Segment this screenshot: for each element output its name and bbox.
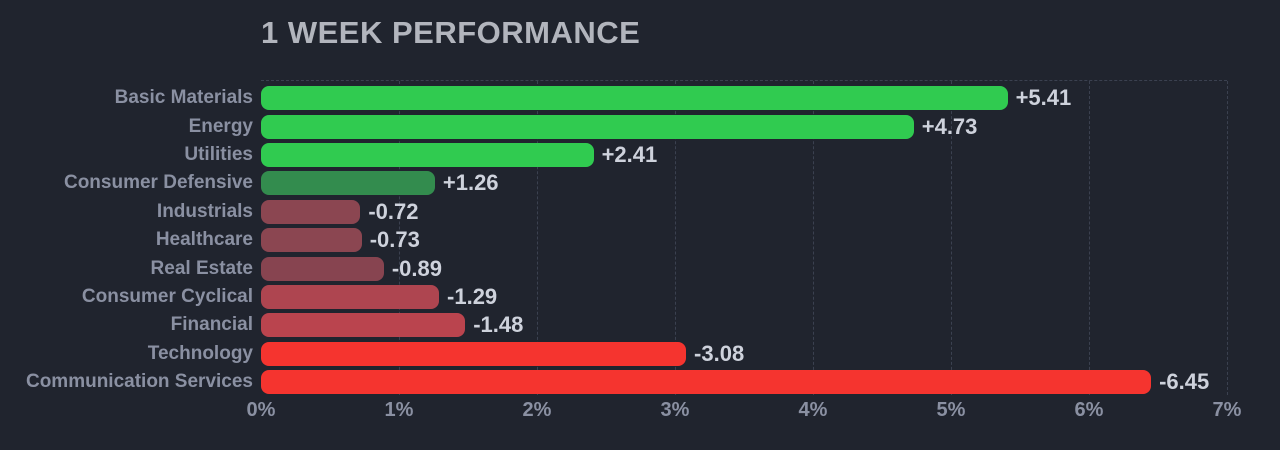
bar[interactable] — [261, 199, 361, 224]
x-tick-label: 3% — [660, 399, 690, 421]
gridline — [399, 81, 400, 395]
bar[interactable] — [261, 86, 1008, 111]
category-label: Energy — [188, 115, 253, 137]
gridline — [537, 81, 538, 395]
x-tick-label: 1% — [384, 399, 414, 421]
bar-track: +2.41 — [261, 141, 1227, 167]
bar-row: Basic Materials +5.41 — [0, 84, 1280, 112]
category-label: Financial — [170, 314, 253, 336]
gridline — [1089, 81, 1090, 395]
bar[interactable] — [261, 228, 362, 253]
gridline — [675, 81, 676, 395]
category-label: Consumer Defensive — [63, 172, 253, 194]
bar-row: Consumer Cyclical -1.29 — [0, 283, 1280, 311]
x-tick-label: 5% — [936, 399, 966, 421]
category-label: Communication Services — [25, 371, 253, 393]
bar-row: Financial -1.48 — [0, 311, 1280, 339]
x-tick-label: 7% — [1212, 399, 1242, 421]
bar-row: Utilities +2.41 — [0, 141, 1280, 169]
value-label: -1.48 — [473, 312, 524, 338]
bar-row: Communication Services -6.45 — [0, 368, 1280, 396]
x-tick-label: 2% — [522, 399, 552, 421]
bar-row: Real Estate -0.89 — [0, 254, 1280, 282]
value-label: -0.72 — [368, 198, 419, 224]
bar[interactable] — [261, 370, 1152, 395]
value-label: +1.26 — [442, 170, 499, 196]
value-label: -6.45 — [1159, 369, 1210, 395]
gridline — [951, 81, 952, 395]
value-label: +4.73 — [921, 113, 978, 139]
bar-row: Energy +4.73 — [0, 112, 1280, 140]
value-label: -3.08 — [694, 340, 745, 366]
bar-row: Technology -3.08 — [0, 340, 1280, 368]
x-tick-label: 0% — [246, 399, 276, 421]
category-label: Healthcare — [155, 229, 253, 251]
bar[interactable] — [261, 256, 384, 281]
category-label: Industrials — [156, 200, 253, 222]
gridline — [813, 81, 814, 395]
bar[interactable] — [261, 341, 687, 366]
category-label: Basic Materials — [114, 87, 253, 109]
bar-track: -0.73 — [261, 227, 1227, 253]
bar-track: -0.89 — [261, 255, 1227, 281]
category-label: Real Estate — [150, 257, 253, 279]
bar-row: Consumer Defensive +1.26 — [0, 169, 1280, 197]
bar-track: +1.26 — [261, 170, 1227, 196]
x-tick-label: 4% — [798, 399, 828, 421]
bar-track: -1.29 — [261, 283, 1227, 309]
bar[interactable] — [261, 171, 435, 196]
bar-track: -1.48 — [261, 312, 1227, 338]
bar-row: Healthcare -0.73 — [0, 226, 1280, 254]
x-tick-label: 6% — [1074, 399, 1104, 421]
category-label: Technology — [147, 342, 253, 364]
bar-track: -3.08 — [261, 340, 1227, 366]
gridline — [1227, 81, 1228, 395]
bar-row: Industrials -0.72 — [0, 198, 1280, 226]
bar[interactable] — [261, 313, 466, 338]
value-label: +2.41 — [601, 141, 658, 167]
value-label: +5.41 — [1015, 85, 1072, 111]
bar[interactable] — [261, 142, 594, 167]
bar-track: +4.73 — [261, 113, 1227, 139]
bar[interactable] — [261, 284, 440, 309]
category-label: Utilities — [184, 143, 253, 165]
bar-track: -6.45 — [261, 369, 1227, 395]
plot-area — [261, 80, 1228, 395]
category-label: Consumer Cyclical — [81, 285, 253, 307]
value-label: -1.29 — [447, 283, 498, 309]
chart-title: 1 WEEK PERFORMANCE — [261, 15, 641, 50]
bar-rows: Basic Materials +5.41 Energy +4.73 Utilities… — [0, 84, 1280, 396]
bar[interactable] — [261, 114, 914, 139]
value-label: -0.89 — [391, 255, 442, 281]
bar-track: +5.41 — [261, 85, 1227, 111]
x-axis: 0% 1% 2% 3% 4% 5% 6% 7% — [247, 399, 1242, 429]
bar-track: -0.72 — [261, 198, 1227, 224]
value-label: -0.73 — [369, 227, 420, 253]
